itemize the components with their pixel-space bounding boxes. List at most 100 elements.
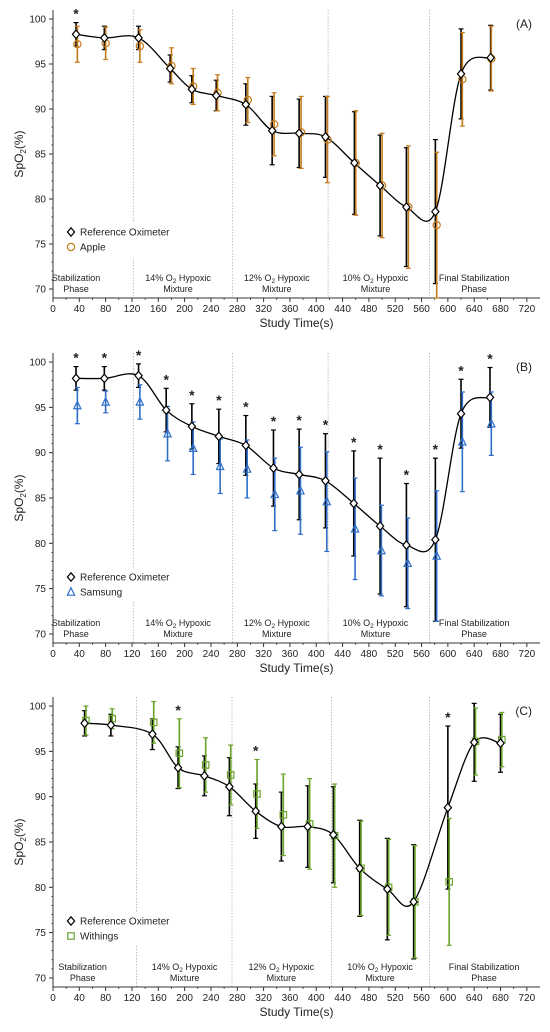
reference-point (165, 63, 175, 74)
reference-point (214, 431, 224, 442)
reference-point (224, 781, 234, 792)
x-tick-label: 600 (440, 649, 457, 660)
legend-device-icon (66, 586, 76, 596)
significance-asterisk: * (445, 709, 451, 725)
reference-point (496, 738, 505, 749)
x-tick-label: 240 (203, 304, 220, 315)
reference-point (294, 469, 304, 480)
y-tick-label: 85 (35, 838, 47, 849)
x-tick-label: 680 (492, 304, 509, 315)
x-tick-label: 160 (150, 304, 167, 315)
x-tick-label: 440 (334, 304, 351, 315)
x-tick-label: 80 (100, 993, 112, 1004)
phase-label: 12% O2 Hypoxic (244, 618, 310, 630)
x-tick-label: 320 (255, 649, 272, 660)
samsung-point (215, 460, 225, 471)
x-tick-label: 360 (282, 993, 299, 1004)
reference-point (199, 770, 209, 781)
samsung-point (295, 485, 306, 495)
x-tick-label: 520 (387, 304, 404, 315)
panel-label: (C) (515, 704, 532, 718)
phase-label-line2: Mixture (163, 629, 193, 639)
x-tick-label: 360 (282, 649, 299, 660)
phase-label-line2: Mixture (163, 284, 193, 294)
reference-point (241, 99, 251, 110)
phase-label-line2: Mixture (262, 629, 292, 639)
significance-asterisk: * (163, 371, 169, 387)
x-tick-label: 480 (361, 993, 378, 1004)
phase-label-line2: Phase (461, 284, 487, 294)
x-tick-label: 40 (74, 304, 86, 315)
y-tick-label: 70 (35, 973, 47, 984)
x-tick-label: 0 (50, 649, 56, 660)
significance-asterisk: * (175, 702, 181, 718)
significance-asterisk: * (351, 434, 357, 450)
legend-reference-icon (66, 915, 76, 927)
samsung-point (242, 463, 252, 473)
reference-line (76, 373, 491, 553)
significance-asterisk: * (487, 351, 493, 367)
y-tick-label: 70 (35, 629, 47, 640)
significance-asterisk: * (243, 399, 249, 415)
y-tick-label: 75 (35, 584, 47, 595)
significance-asterisk: * (323, 417, 329, 433)
y-axis-label: SpO2(%) (12, 818, 28, 865)
y-tick-label: 95 (35, 60, 47, 71)
phase-label: 10% O2 Hypoxic (347, 962, 413, 974)
reference-point (187, 84, 197, 95)
y-tick-label: 75 (35, 240, 47, 251)
significance-asterisk: * (377, 441, 383, 457)
x-tick-label: 560 (413, 304, 430, 315)
phase-label-line2: Mixture (262, 284, 292, 294)
x-tick-label: 720 (518, 649, 535, 660)
x-tick-label: 320 (255, 993, 272, 1004)
x-tick-label: 200 (176, 649, 193, 660)
samsung-point (457, 436, 467, 446)
reference-point (211, 90, 221, 101)
y-tick-label: 75 (35, 928, 47, 939)
x-tick-label: 120 (124, 649, 141, 660)
samsung-point (432, 550, 442, 560)
reference-point (71, 29, 81, 40)
withings-point (226, 771, 235, 779)
reference-point (430, 534, 440, 545)
reference-point (375, 180, 385, 191)
reference-point (303, 821, 313, 832)
phase-label-line2: Phase (471, 973, 497, 983)
apple-point (135, 41, 145, 51)
y-tick-label: 100 (29, 702, 46, 713)
x-tick-label: 280 (229, 993, 246, 1004)
withings-point (253, 790, 261, 798)
phase-label: 10% O2 Hypoxic (343, 273, 409, 285)
legend-box (65, 568, 183, 602)
legend-reference-icon (66, 226, 76, 238)
x-tick-label: 0 (50, 304, 56, 315)
x-tick-label: 80 (100, 649, 112, 660)
significance-asterisk: * (73, 6, 79, 22)
x-tick-label: 400 (308, 993, 325, 1004)
reference-point (267, 125, 277, 136)
samsung-point (101, 396, 111, 406)
legend-reference-label: Reference Oximeter (80, 228, 170, 239)
phase-label-line2: Mixture (170, 973, 200, 983)
reference-point (321, 131, 330, 143)
x-tick-label: 160 (150, 993, 167, 1004)
phase-label: 10% O2 Hypoxic (343, 618, 409, 630)
y-tick-label: 100 (29, 15, 46, 26)
significance-asterisk: * (73, 350, 79, 366)
x-tick-label: 320 (255, 304, 272, 315)
phase-label-line2: Phase (63, 284, 89, 294)
y-tick-label: 95 (35, 403, 47, 414)
samsung-point (322, 496, 332, 506)
reference-point (99, 32, 109, 44)
reference-line (75, 33, 491, 222)
phase-label: Stabilization (58, 962, 107, 972)
reference-point (294, 128, 304, 139)
legend-reference-icon (66, 571, 76, 583)
reference-point (375, 520, 385, 532)
legend-device-icon (66, 242, 76, 252)
phase-label: 12% O2 Hypoxic (249, 962, 315, 974)
legend-reference-label: Reference Oximeter (80, 917, 170, 928)
x-tick-label: 720 (518, 304, 535, 315)
samsung-point (188, 442, 198, 452)
